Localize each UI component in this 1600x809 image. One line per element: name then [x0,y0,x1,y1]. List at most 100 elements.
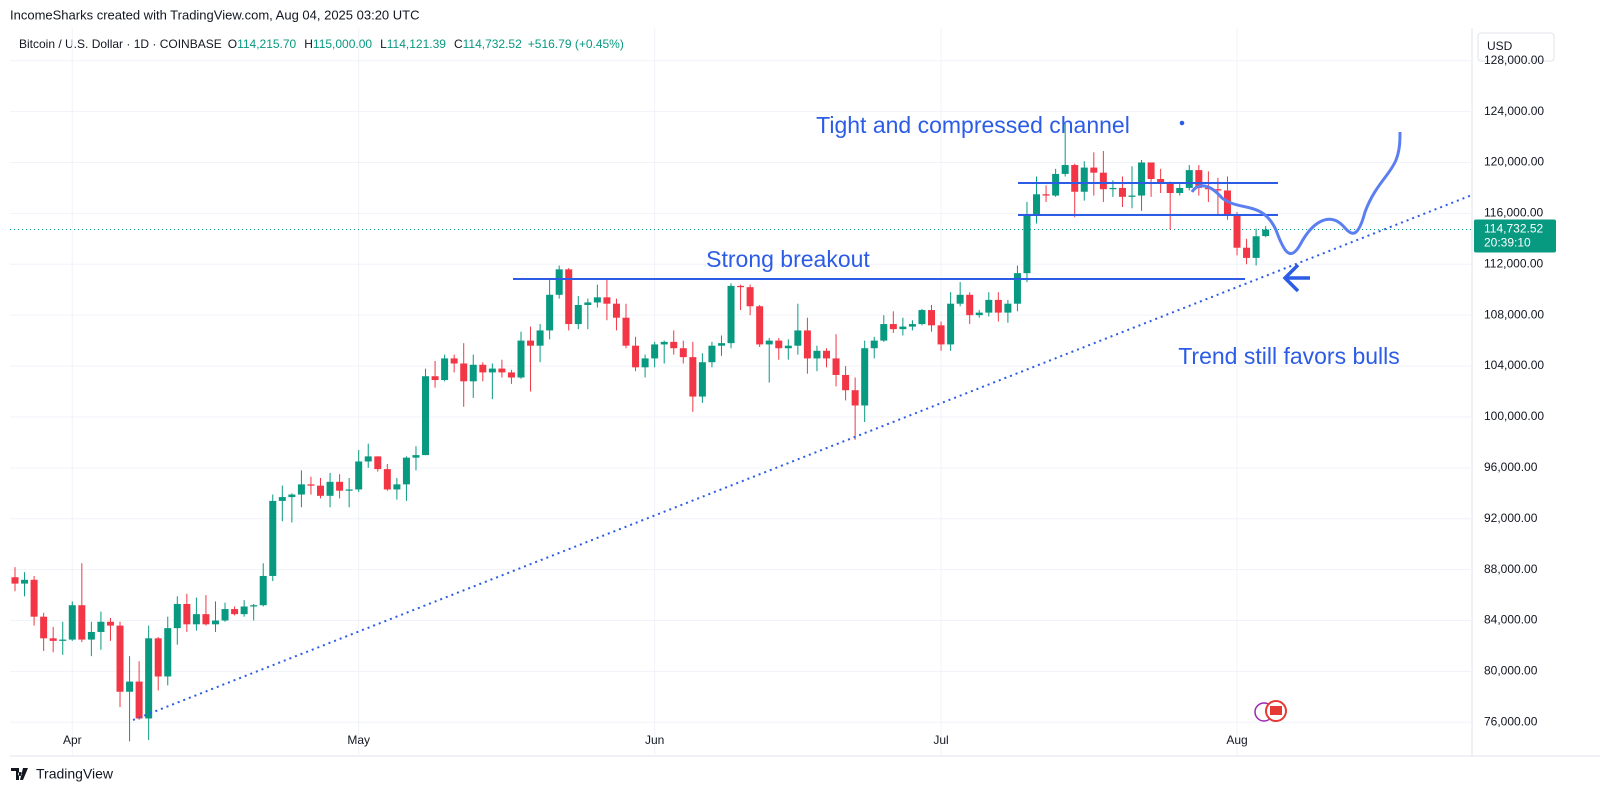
candle-body [593,297,601,303]
candle-body [670,341,678,349]
candle-body [1061,165,1069,174]
candle-body [259,575,267,606]
candle-body [612,303,620,318]
ohlc-key: C [454,37,463,51]
candle-body [422,376,430,456]
candle-body [431,376,439,381]
candle-body [546,294,554,331]
x-tick-label: May [347,733,370,747]
candle-body [412,455,420,458]
candle-body [211,620,219,625]
y-tick-label: 128,000.00 [1484,53,1544,67]
candle-body [1233,215,1241,248]
candle-body [297,484,305,495]
candle-body [135,681,143,719]
candle-body [317,485,325,496]
candle-body [908,324,916,327]
candle-body [1157,179,1165,183]
candle-body [250,605,258,607]
candle-body [813,350,821,359]
brand-name: TradingView [36,766,114,782]
candle-body [173,603,181,629]
candle-body [59,639,67,641]
candle-body [441,358,449,381]
event-icon-fill [1270,706,1282,715]
y-tick-label: 80,000.00 [1484,664,1538,678]
candle-body [49,638,57,641]
candle-body [307,484,315,486]
candle-body [1138,162,1146,196]
annotation: Tight and compressed channel [816,112,1130,138]
candle-body [383,469,391,490]
candle-body [21,579,29,584]
candle-body [1004,303,1012,313]
candle-body [507,372,515,378]
y-tick-label: 92,000.00 [1484,511,1538,525]
ohlc-key: O [228,37,237,51]
candle-body [78,605,86,640]
ohlc-value: 114,732.52 [463,37,522,51]
candle-body [679,348,687,358]
drawings [132,120,1473,721]
ohlc-key: H [304,37,313,51]
x-tick-label: Aug [1226,733,1247,747]
candle-body [870,340,878,349]
currency-box[interactable] [1477,32,1555,62]
candle-body [985,299,993,313]
candle-body [1013,273,1021,304]
event-icon[interactable] [1254,700,1287,722]
symbol: Bitcoin / U.S. Dollar · 1D · COINBASE [19,37,222,51]
y-tick-label: 100,000.00 [1484,409,1544,423]
candle-body [106,621,114,626]
candle-body [1128,195,1136,197]
candle-body [603,297,611,304]
candle-body [994,299,1002,313]
candle-body [68,605,76,640]
ohlc-value: 114,121.39 [387,37,446,51]
x-tick-label: Jun [645,733,664,747]
y-tick-label: 84,000.00 [1484,613,1538,627]
candle-body [737,285,745,288]
candle-body [555,269,563,295]
candle-body [784,345,792,349]
candle-body [947,303,955,345]
candle-body [517,340,525,378]
y-tick-label: 108,000.00 [1484,307,1544,321]
candle-body [1166,182,1174,194]
y-tick-label: 96,000.00 [1484,460,1538,474]
candle-body [765,340,773,345]
candle-body [880,324,888,341]
candle-body [1042,194,1050,196]
candle-body [536,330,544,346]
candle-body [1176,187,1184,194]
candle-body [1252,236,1260,258]
annotation: Strong breakout [706,246,870,272]
projection-path [1190,131,1402,256]
candle-body [689,357,697,397]
candle-body [1033,194,1041,215]
candle-body [345,489,353,491]
candle-body [1262,229,1270,237]
candle-body [641,358,649,368]
candle-body [40,616,48,639]
candle-body [393,484,401,490]
candle-body [145,638,153,719]
candle-body [527,340,535,346]
candle-body [450,358,458,364]
grid [10,28,1472,756]
candle-body [488,368,496,373]
candle-body [1023,214,1031,274]
candle-body [851,390,859,406]
annotation: Trend still favors bulls [1178,343,1400,369]
candle-body [183,603,191,625]
candle-body [698,362,706,397]
candle-body [889,324,897,330]
candle-body [632,345,640,368]
candle-body [928,310,936,326]
candle-body [937,325,945,345]
y-tick-label: 116,000.00 [1484,206,1543,220]
candle-body [746,287,754,307]
